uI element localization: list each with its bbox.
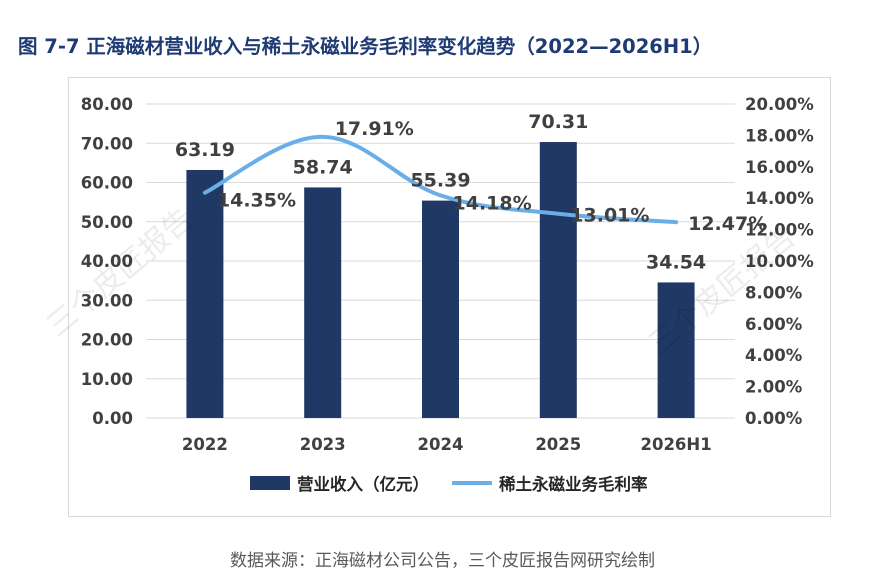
x-tick-label: 2023: [300, 435, 346, 454]
y-left-tick-label: 80.00: [81, 95, 133, 114]
line-data-label: 17.91%: [335, 118, 414, 140]
y-right-tick-label: 4.00%: [745, 346, 803, 365]
y-left-tick-label: 0.00: [92, 409, 133, 428]
y-right-tick-label: 18.00%: [745, 126, 814, 145]
y-right-tick-label: 14.00%: [745, 189, 814, 208]
bar: [422, 200, 459, 418]
bar-data-label: 58.74: [293, 156, 353, 178]
source-note: 数据来源：正海磁材公司公告，三个皮匠报告网研究绘制: [230, 551, 655, 571]
line-data-label: 14.35%: [217, 190, 296, 212]
y-right-tick-label: 8.00%: [745, 283, 803, 302]
y-left-tick-label: 60.00: [81, 174, 133, 193]
legend-swatch-bar: [250, 476, 290, 490]
line-data-label: 14.18%: [453, 192, 532, 214]
y-left-tick-label: 70.00: [81, 134, 133, 153]
y-right-tick-label: 2.00%: [745, 378, 803, 397]
bar: [304, 187, 342, 418]
legend-label-bar: 营业收入（亿元）: [297, 474, 429, 494]
y-right-tick-label: 16.00%: [745, 158, 814, 177]
chart-frame: [68, 77, 831, 517]
x-tick-label: 2022: [182, 435, 228, 454]
y-right-tick-label: 10.00%: [745, 252, 814, 271]
bar-data-label: 55.39: [410, 170, 470, 192]
legend-label-line: 稀土永磁业务毛利率: [499, 474, 648, 494]
bar-data-label: 63.19: [175, 139, 235, 161]
y-left-tick-label: 50.00: [81, 213, 133, 232]
chart-title: 图 7-7 正海磁材营业收入与稀土永磁业务毛利率变化趋势（2022—2026H1…: [18, 35, 713, 58]
bar: [186, 169, 224, 418]
x-tick-label: 2026H1: [640, 435, 711, 454]
line-series: [202, 134, 679, 225]
bar: [657, 282, 695, 418]
y-right-tick-label: 20.00%: [745, 95, 814, 114]
y-left-tick-label: 30.00: [81, 291, 133, 310]
bar-data-label: 70.31: [528, 111, 588, 133]
bar-data-label: 34.54: [646, 251, 706, 273]
y-right-tick-label: 12.00%: [745, 221, 814, 240]
x-tick-label: 2025: [535, 435, 581, 454]
line-data-label: 13.01%: [570, 205, 649, 227]
y-left-tick-label: 20.00: [81, 331, 133, 350]
bar: [539, 142, 577, 418]
line-data-label: 12.47%: [688, 213, 767, 235]
x-tick-label: 2024: [418, 435, 464, 454]
y-left-tick-label: 40.00: [81, 252, 133, 271]
y-right-tick-label: 0.00%: [745, 409, 803, 428]
y-left-tick-label: 10.00: [81, 370, 133, 389]
y-right-tick-label: 6.00%: [745, 315, 803, 334]
